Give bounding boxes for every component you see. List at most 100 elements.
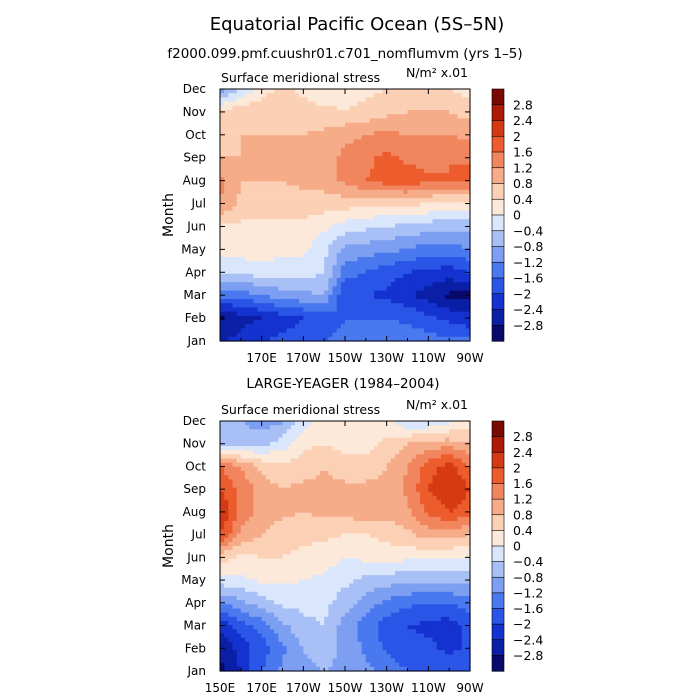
field-cell <box>307 93 313 98</box>
field-cell <box>345 122 350 128</box>
field-cell <box>265 290 271 296</box>
field-cell <box>407 491 413 497</box>
field-cell <box>374 126 379 132</box>
field-cell <box>453 429 459 435</box>
field-cell <box>399 273 404 279</box>
field-cell <box>407 311 413 317</box>
field-cell <box>457 231 463 237</box>
field-cell <box>278 93 284 98</box>
field-cell <box>449 441 454 447</box>
field-cell <box>236 441 242 447</box>
field-cell <box>286 105 292 111</box>
field-cell <box>286 257 292 262</box>
field-cell <box>365 450 371 455</box>
field-cell <box>257 504 263 510</box>
field-cell <box>440 487 446 493</box>
field-cell <box>315 491 321 497</box>
field-cell <box>349 336 354 342</box>
field-cell <box>220 273 225 279</box>
field-cell <box>253 328 259 334</box>
field-cell <box>228 164 234 170</box>
field-cell <box>328 139 334 145</box>
field-cell <box>336 336 342 342</box>
field-cell <box>411 143 417 149</box>
field-cell <box>303 269 309 275</box>
field-cell <box>270 198 275 203</box>
field-cell <box>282 320 288 325</box>
field-cell <box>420 487 425 493</box>
field-cell <box>440 446 446 451</box>
field-cell <box>336 152 342 157</box>
field-cell <box>324 198 329 203</box>
field-cell <box>320 164 325 170</box>
field-cell <box>232 257 238 262</box>
field-cell <box>253 441 259 447</box>
field-cell <box>445 101 450 107</box>
field-cell <box>399 487 404 493</box>
field-cell <box>415 299 421 304</box>
field-cell <box>257 328 263 334</box>
field-cell <box>311 479 317 485</box>
field-cell <box>270 160 275 166</box>
field-cell <box>407 437 413 443</box>
field-cell <box>424 479 429 485</box>
field-cell <box>374 114 379 119</box>
field-cell <box>353 504 359 510</box>
field-cell <box>320 219 325 224</box>
field-cell <box>220 240 225 245</box>
field-cell <box>365 173 371 178</box>
field-cell <box>253 122 259 128</box>
field-cell <box>261 450 267 455</box>
field-cell <box>236 97 242 103</box>
field-cell <box>328 219 334 224</box>
field-cell <box>395 101 400 107</box>
field-cell <box>445 189 450 195</box>
field-cell <box>286 118 292 124</box>
field-cell <box>420 450 425 455</box>
field-cell <box>361 307 367 313</box>
field-cell <box>332 135 338 140</box>
field-cell <box>420 164 425 170</box>
field-cell <box>415 429 421 435</box>
field-cell <box>270 173 275 178</box>
field-cell <box>290 294 296 300</box>
field-cell <box>449 487 454 493</box>
field-cell <box>365 466 371 472</box>
field-cell <box>232 181 238 187</box>
field-cell <box>440 198 446 203</box>
field-cell <box>365 160 371 166</box>
field-cell <box>224 223 229 229</box>
field-cell <box>278 328 284 334</box>
field-cell <box>249 156 254 161</box>
field-cell <box>236 248 242 254</box>
field-cell <box>236 332 242 338</box>
field-cell <box>320 336 325 342</box>
field-cell <box>232 479 238 485</box>
field-cell <box>282 479 288 485</box>
field-cell <box>320 437 325 443</box>
field-cell <box>457 240 463 245</box>
field-cell <box>253 450 259 455</box>
field-cell <box>261 206 267 212</box>
field-cell <box>353 257 359 262</box>
field-cell <box>295 240 300 245</box>
field-cell <box>232 425 238 430</box>
field-cell <box>415 483 421 489</box>
field-cell <box>257 110 263 115</box>
field-cell <box>299 425 304 430</box>
field-cell <box>428 110 434 115</box>
field-cell <box>428 189 434 195</box>
field-cell <box>457 160 463 166</box>
field-cell <box>303 466 309 472</box>
field-cell <box>449 336 454 342</box>
field-cell <box>253 147 259 153</box>
field-cell <box>265 173 271 178</box>
field-cell <box>274 164 279 170</box>
field-cell <box>311 450 317 455</box>
field-cell <box>436 273 442 279</box>
field-cell <box>370 261 375 266</box>
field-cell <box>249 206 254 212</box>
field-cell <box>290 433 296 439</box>
field-cell <box>265 185 271 191</box>
field-cell <box>370 475 375 480</box>
